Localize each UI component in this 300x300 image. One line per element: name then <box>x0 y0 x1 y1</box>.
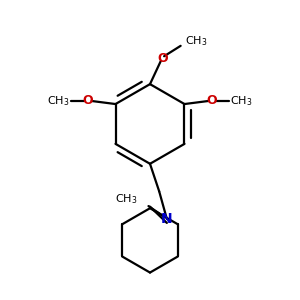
Text: O: O <box>207 94 218 107</box>
Text: O: O <box>157 52 168 64</box>
Text: O: O <box>82 94 93 107</box>
Text: CH$_3$: CH$_3$ <box>230 94 253 108</box>
Text: CH$_3$: CH$_3$ <box>185 34 208 48</box>
Text: CH$_3$: CH$_3$ <box>115 192 138 206</box>
Text: CH$_3$: CH$_3$ <box>47 94 70 108</box>
Text: N: N <box>161 212 173 226</box>
